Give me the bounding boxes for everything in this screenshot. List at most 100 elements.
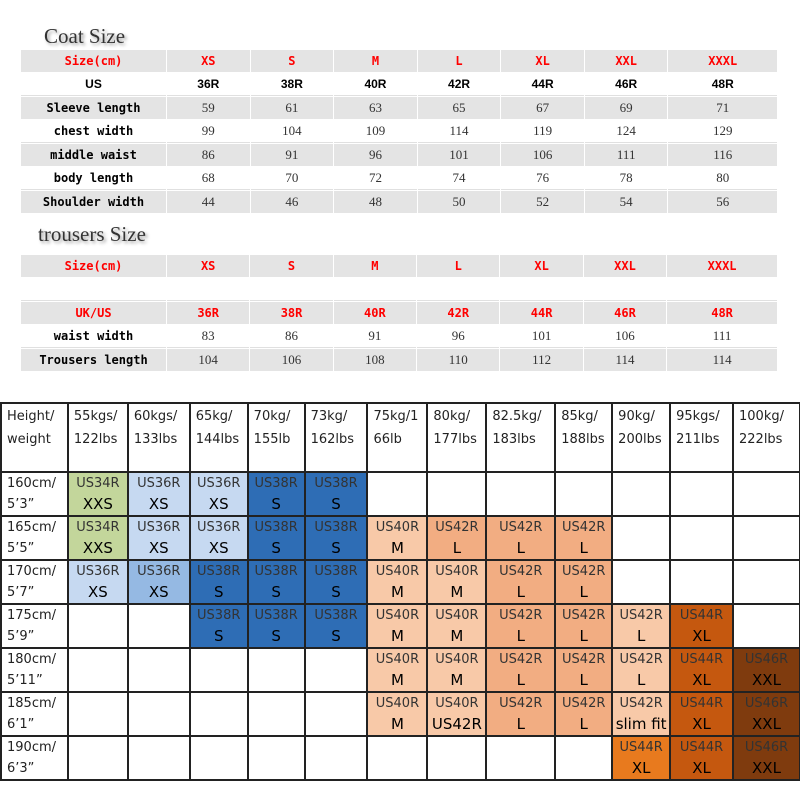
size-cell: US36R XS — [188, 471, 249, 517]
row-label: US — [21, 73, 166, 96]
us-size-code: US40R — [375, 652, 420, 667]
value-cell: XXL — [584, 50, 668, 72]
weight-header: 75kg/1 66lb — [366, 402, 429, 473]
value-cell: 46R — [584, 73, 668, 96]
height-row: 190cm/ 6’3” US44R XL US44R XL US46R XXL — [0, 735, 800, 781]
height-row: 180cm/ 5’11” US40R M US40R M US42R L US42R L US42… — [0, 647, 800, 693]
coat-row: US 36R 38R 40R 42R 44R 46R 48R — [21, 73, 777, 96]
value-cell: XS — [167, 50, 250, 72]
empty-cell — [669, 559, 734, 605]
row-label: body length — [21, 167, 166, 190]
value-cell: 40R — [333, 302, 417, 324]
value-cell: 83 — [167, 325, 250, 348]
us-size-code: US42R — [562, 608, 606, 623]
letter-size: L — [516, 539, 525, 557]
us-size-code: US42R — [499, 564, 543, 579]
height-row: 170cm/ 5’7” US36R XS US36R XS US38R S US38R S US3… — [0, 559, 800, 605]
trousers-row: waist width 83 86 91 96 101 106 111 — [21, 325, 777, 348]
value-cell: 56 — [668, 191, 777, 213]
value-cell: 111 — [584, 144, 668, 166]
empty-cell — [426, 735, 488, 781]
header-text: 60kgs/ 133lbs — [133, 409, 178, 447]
us-size-code: US38R — [197, 608, 241, 623]
value-cell: L — [417, 50, 501, 72]
size-cell: US38R S — [303, 515, 369, 561]
letter-size: M — [390, 539, 404, 557]
us-size-code: US40R — [435, 652, 479, 667]
trousers-size-title: trousers Size — [38, 222, 146, 246]
size-cell: US46R XXL — [732, 735, 800, 781]
size-cell: US44R XL — [611, 735, 672, 781]
value-cell: 40R — [334, 73, 417, 96]
us-size-code: US38R — [314, 520, 358, 535]
row-label: Sleeve length — [21, 97, 166, 119]
size-cell: US40R US42R — [426, 691, 488, 737]
value-cell: 86 — [250, 325, 333, 348]
height-label: 190cm/ 6’3” — [0, 735, 69, 781]
empty-cell — [246, 647, 306, 693]
value-cell — [417, 278, 500, 301]
value-cell: 42R — [417, 302, 500, 324]
size-cell: US36R XS — [66, 559, 129, 605]
weight-header: 80kg/ 177lbs — [426, 402, 488, 473]
letter-size: L — [516, 627, 525, 645]
empty-cell — [126, 691, 191, 737]
us-size-code: US44R — [679, 740, 724, 755]
letter-size: M — [390, 583, 404, 601]
us-size-code: US38R — [254, 564, 298, 579]
us-size-code: US36R — [197, 476, 241, 491]
value-cell — [250, 278, 333, 301]
us-size-code: US36R — [137, 476, 181, 491]
value-cell: 114 — [417, 120, 501, 143]
weight-header: 90kg/ 200lbs — [611, 402, 672, 473]
value-cell: 101 — [417, 144, 501, 166]
value-cell — [667, 278, 777, 301]
row-label — [21, 278, 166, 301]
trousers-row: Size(cm) XS S M L XL XXL XXXL — [21, 255, 777, 277]
size-cell: US40R M — [366, 647, 429, 693]
letter-size: L — [516, 715, 525, 733]
size-cell: US36R XS — [126, 471, 191, 517]
size-cell: US38R S — [303, 559, 369, 605]
empty-cell — [188, 691, 249, 737]
size-cell: US44R XL — [669, 603, 734, 649]
empty-cell — [732, 471, 800, 517]
letter-size: M — [390, 671, 404, 689]
header-text: 73kg/ 162lbs — [310, 409, 355, 447]
height-label: 160cm/ 5’3” — [0, 471, 69, 517]
value-cell: 119 — [501, 120, 584, 143]
empty-cell — [366, 471, 429, 517]
empty-cell — [366, 735, 429, 781]
height-label: 165cm/ 5’5” — [0, 515, 69, 561]
letter-size: XL — [631, 759, 651, 777]
letter-size: XXS — [82, 539, 113, 557]
header-text: 82.5kg/ 183lbs — [492, 409, 542, 447]
value-cell: 36R — [167, 73, 250, 96]
value-cell: 106 — [250, 349, 333, 371]
letter-size: S — [271, 627, 281, 645]
size-cell: US38R S — [246, 559, 306, 605]
empty-cell — [66, 735, 129, 781]
letter-size: L — [452, 539, 462, 557]
size-cell: US38R S — [188, 603, 249, 649]
empty-cell — [732, 559, 800, 605]
weight-header: 55kgs/ 122lbs — [66, 402, 129, 473]
letter-size: XXL — [752, 759, 781, 777]
letter-size: S — [331, 539, 341, 557]
us-size-code: US42R — [562, 520, 606, 535]
empty-cell — [732, 603, 800, 649]
row-label: UK/US — [21, 302, 166, 324]
empty-cell — [611, 515, 672, 561]
value-cell: S — [250, 255, 333, 277]
row-label: Size(cm) — [21, 50, 166, 72]
us-size-code: US40R — [375, 520, 420, 535]
empty-cell — [188, 647, 249, 693]
size-cell: US42R L — [611, 603, 672, 649]
letter-size: S — [271, 495, 281, 513]
us-size-code: US38R — [314, 564, 358, 579]
us-size-code: US36R — [137, 520, 181, 535]
letter-size: S — [331, 627, 341, 645]
value-cell: 71 — [668, 97, 777, 119]
us-size-code: US42R — [562, 696, 606, 711]
height-row: 160cm/ 5’3” US34R XXS US36R XS US36R XS US38R S U… — [0, 471, 800, 517]
